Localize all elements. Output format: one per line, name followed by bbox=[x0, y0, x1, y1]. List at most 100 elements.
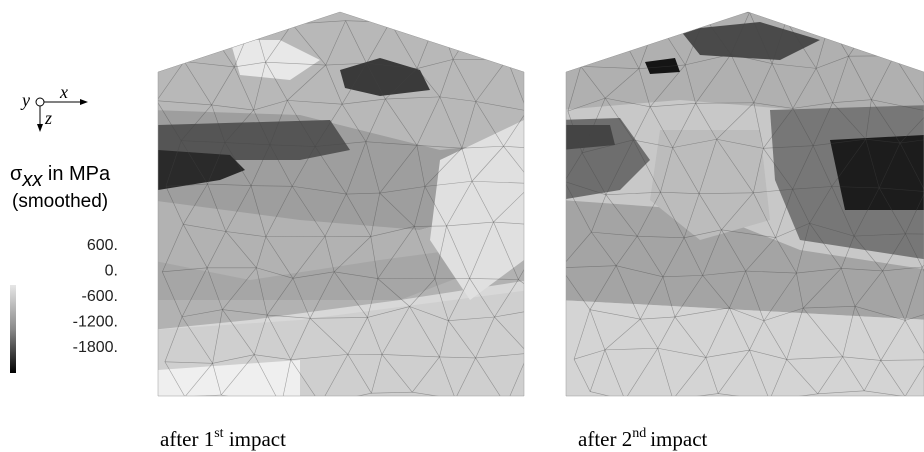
mesh-line bbox=[573, 309, 591, 360]
mesh-line bbox=[871, 99, 901, 144]
mesh-line bbox=[633, 139, 661, 193]
mesh-line bbox=[716, 102, 755, 140]
mesh-line bbox=[657, 316, 676, 349]
mesh-line bbox=[875, 15, 895, 56]
mesh-line bbox=[904, 266, 923, 321]
subscript: xx bbox=[21, 169, 43, 191]
mesh-line bbox=[212, 309, 223, 364]
mesh-line bbox=[254, 354, 282, 396]
mesh-line bbox=[905, 309, 924, 321]
mesh-line bbox=[181, 140, 225, 143]
mesh-line bbox=[265, 186, 293, 237]
mesh-line bbox=[287, 100, 343, 105]
mesh-line bbox=[841, 268, 883, 272]
mesh-line bbox=[899, 111, 924, 144]
mesh-line bbox=[763, 320, 787, 360]
mesh-line bbox=[604, 349, 626, 396]
mesh-line bbox=[763, 307, 804, 322]
mesh-line bbox=[266, 314, 291, 360]
mesh-line bbox=[660, 192, 685, 238]
mesh-line bbox=[786, 356, 843, 360]
mesh-line bbox=[253, 62, 266, 111]
mesh-line bbox=[615, 235, 638, 266]
mesh-line bbox=[475, 101, 504, 147]
mesh-line bbox=[775, 189, 793, 238]
mesh-line bbox=[698, 139, 717, 194]
mesh-line bbox=[573, 349, 605, 360]
mesh-line bbox=[475, 353, 524, 359]
mesh-line bbox=[854, 233, 906, 237]
mesh-line bbox=[379, 192, 415, 227]
mesh-line bbox=[589, 309, 606, 350]
mesh-line bbox=[905, 233, 923, 268]
mesh-line bbox=[699, 192, 754, 194]
mesh-line bbox=[831, 186, 880, 189]
mesh-line bbox=[730, 54, 755, 103]
mesh-line bbox=[507, 58, 524, 60]
mesh-line bbox=[409, 306, 449, 321]
mesh-line bbox=[705, 307, 730, 358]
mesh-line bbox=[424, 186, 447, 227]
mesh-line bbox=[181, 316, 213, 364]
mesh-line bbox=[324, 193, 347, 237]
mesh-line bbox=[636, 192, 661, 237]
mesh-line bbox=[771, 20, 787, 64]
mesh-line bbox=[566, 181, 607, 196]
mesh-line bbox=[882, 266, 923, 272]
mesh-line bbox=[269, 144, 293, 187]
mesh-line bbox=[695, 102, 754, 104]
mesh-line bbox=[615, 265, 641, 320]
legend-note: (smoothed) bbox=[12, 191, 108, 212]
mesh-line bbox=[333, 236, 372, 273]
mesh-line bbox=[753, 148, 764, 193]
mesh-line bbox=[749, 320, 765, 351]
caption-2: after 2nd impact bbox=[578, 426, 708, 451]
mesh-line bbox=[254, 354, 291, 360]
mesh-line bbox=[567, 111, 583, 153]
mesh-line bbox=[256, 267, 268, 316]
mesh-line bbox=[729, 307, 750, 351]
mesh-line bbox=[893, 18, 924, 56]
mesh-line bbox=[265, 62, 288, 101]
mesh-line bbox=[721, 229, 746, 272]
mesh-line bbox=[792, 189, 810, 224]
mesh-line bbox=[183, 224, 226, 232]
mesh-line bbox=[446, 221, 494, 227]
mesh-line bbox=[165, 186, 184, 225]
mesh-line bbox=[878, 142, 901, 189]
mesh-line bbox=[381, 306, 410, 355]
mesh-line bbox=[345, 20, 367, 64]
mesh-line bbox=[475, 23, 508, 60]
mesh-line bbox=[253, 109, 271, 145]
mesh-line bbox=[324, 236, 335, 272]
mesh-line bbox=[640, 276, 664, 320]
mesh-line bbox=[493, 183, 524, 223]
mesh-line bbox=[222, 309, 268, 316]
mesh-line bbox=[439, 96, 476, 102]
mesh-line bbox=[721, 192, 754, 230]
mesh-line bbox=[325, 62, 367, 66]
mesh-line bbox=[291, 146, 316, 187]
caption-suffix: impact bbox=[224, 427, 287, 451]
caption-suffix: impact bbox=[650, 427, 707, 451]
mesh-line bbox=[812, 102, 833, 146]
mesh-line bbox=[320, 392, 372, 396]
mesh-line bbox=[475, 12, 524, 24]
mesh-line bbox=[589, 349, 606, 392]
mesh-line bbox=[769, 393, 818, 396]
mesh-line bbox=[865, 99, 872, 140]
mesh-line bbox=[832, 102, 866, 140]
mesh-line bbox=[414, 226, 436, 279]
mesh-line bbox=[309, 318, 349, 355]
mesh-line bbox=[702, 229, 722, 276]
mesh-line bbox=[439, 96, 463, 149]
mesh-line bbox=[158, 100, 182, 141]
mesh-line bbox=[366, 62, 418, 69]
mesh-line bbox=[567, 66, 582, 112]
mesh-line bbox=[390, 15, 439, 23]
mesh-line bbox=[471, 146, 504, 182]
mesh-line bbox=[763, 108, 794, 149]
mesh-line bbox=[366, 63, 386, 100]
mesh-line bbox=[325, 20, 346, 66]
